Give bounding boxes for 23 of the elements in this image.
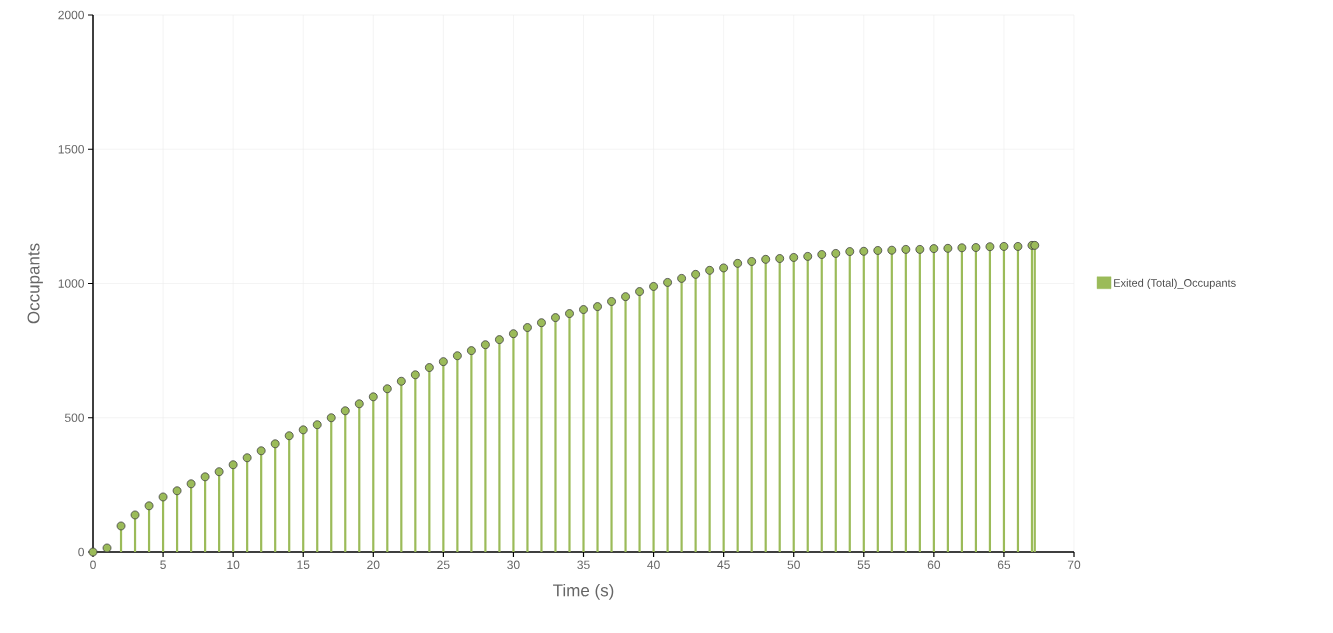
x-tick-label: 10 [227,560,240,570]
x-tick-label: 5 [160,560,166,569]
y-tick-label: 500 [64,413,84,422]
x-tick-label: 50 [787,560,800,570]
legend-label: Exited (Total)_Occupants [1114,278,1236,290]
x-tick-label: 55 [857,560,870,569]
x-tick-label: 40 [647,560,660,570]
y-tick-label: 0 [78,547,85,557]
x-tick-label: 25 [437,560,450,570]
x-tick-label: 60 [927,560,941,570]
x-tick-label: 70 [1067,560,1081,570]
y-tick-label: 1500 [58,145,84,154]
y-axis-title: Occupants [27,243,43,324]
x-tick-label: 35 [577,560,590,570]
x-tick-label: 0 [90,560,96,570]
x-tick-label: 15 [297,560,310,569]
x-tick-label: 45 [717,560,730,569]
x-tick-label: 65 [997,560,1011,570]
y-tick-label: 1000 [58,279,84,288]
x-axis-title: Time (s) [553,583,614,600]
x-tick-label: 30 [507,560,520,570]
x-tick-label: 20 [367,560,380,570]
y-tick-label: 2000 [58,10,84,20]
